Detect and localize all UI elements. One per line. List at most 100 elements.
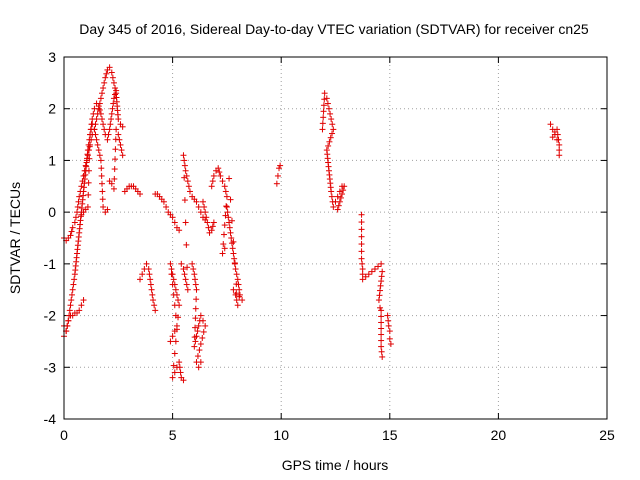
data-point [375,263,382,270]
data-point [110,185,117,192]
data-point [99,188,106,195]
data-point [329,121,336,128]
data-point [119,123,126,130]
data-point [76,307,83,314]
data-points [61,64,563,384]
x-axis-label: GPS time / hours [282,457,389,473]
data-point [182,167,189,174]
data-point [320,102,327,109]
data-point [75,198,82,205]
data-point [189,260,196,267]
data-point [148,286,155,293]
data-point [201,203,208,210]
data-point [378,313,385,320]
data-point [71,276,78,283]
data-point [93,136,100,143]
data-point [378,331,385,338]
data-point [324,100,331,107]
data-point [178,260,185,267]
data-point [180,377,187,384]
data-point [78,183,85,190]
data-point [226,175,233,182]
data-point [181,271,188,278]
data-point [195,322,202,329]
data-point [176,359,183,366]
data-point [337,194,344,201]
data-point [113,126,120,133]
data-point [67,302,74,309]
data-point [378,273,385,280]
data-point [387,341,394,348]
data-point [386,335,393,342]
data-point [192,315,199,322]
data-point [335,202,342,209]
data-point [191,271,198,278]
data-point [274,172,281,179]
data-point [325,105,332,112]
data-point [169,271,176,278]
y-tick-label: -3 [44,359,57,375]
data-point [110,100,117,107]
data-point [177,369,184,376]
data-point [115,116,122,123]
data-point [74,203,81,210]
data-point [181,197,188,204]
data-point [200,198,207,205]
data-point [168,266,175,273]
data-point [273,180,280,187]
data-point [108,180,115,187]
data-point [358,255,365,262]
data-point [385,322,392,329]
data-point [90,110,97,117]
data-point [556,147,563,154]
data-point [378,343,385,350]
data-point [195,364,202,371]
data-point [233,281,240,288]
y-tick-label: 3 [48,49,56,65]
data-point [197,359,204,366]
data-point [555,136,562,143]
data-point [183,241,190,248]
data-point [103,70,110,77]
data-point [107,121,114,128]
data-point [69,286,76,293]
data-point [192,324,199,331]
data-point [341,183,348,190]
data-point [94,141,101,148]
data-point [208,183,215,190]
data-point [147,281,154,288]
data-point [378,325,385,332]
data-point [69,224,76,231]
data-point [379,353,386,360]
y-tick-label: 1 [48,152,56,168]
data-point [195,203,202,210]
data-point [319,120,326,127]
data-point [330,126,337,133]
data-point [100,203,107,210]
grid-lines [64,57,607,419]
data-point [232,266,239,273]
data-point [359,266,366,273]
data-point [67,232,74,239]
data-point [99,196,106,203]
data-point [359,276,366,283]
data-point [97,157,104,164]
data-point [84,203,91,210]
data-point [191,343,198,350]
y-tick-label: -4 [44,411,57,427]
data-point [68,228,75,235]
data-point [197,312,204,319]
data-point [172,338,179,345]
data-point [336,198,343,205]
data-point [362,273,369,280]
data-point [64,322,71,329]
data-point [89,116,96,123]
data-point [547,121,554,128]
data-point [171,281,178,288]
data-point [221,183,228,190]
data-point [68,291,75,298]
data-point [208,227,215,234]
data-point [137,191,144,198]
data-point [378,307,385,314]
